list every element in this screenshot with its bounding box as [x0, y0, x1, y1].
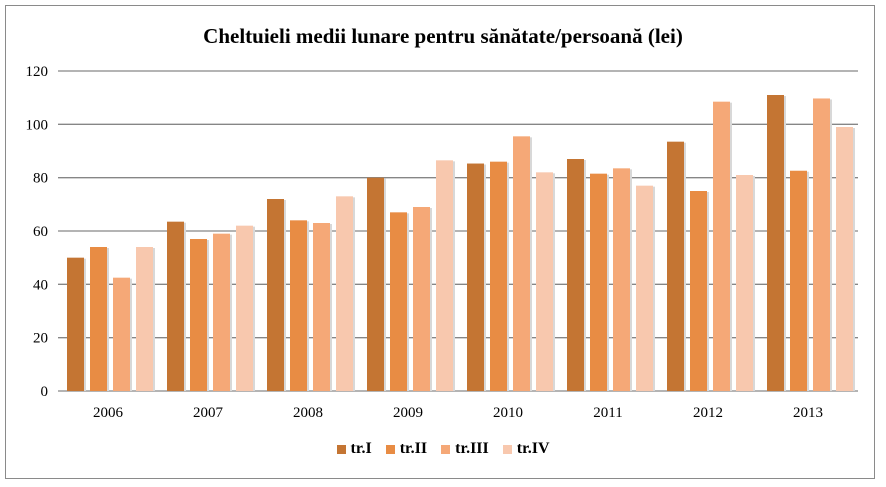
bar-tr.IV-2011	[636, 185, 653, 391]
legend-swatch	[502, 444, 512, 454]
bar-tr.III-2012	[713, 101, 730, 392]
legend-label: tr.I	[350, 440, 372, 457]
x-tick-label: 2007	[193, 405, 224, 421]
legend-swatch	[441, 444, 451, 454]
legend-swatch	[336, 444, 346, 454]
y-tick-label: 120	[26, 64, 49, 80]
bar-tr.III-2008	[313, 223, 330, 391]
bar-tr.IV-2007	[236, 225, 253, 391]
bar-tr.II-2011	[590, 173, 607, 391]
legend-label: tr.IV	[516, 440, 550, 457]
bar-tr.III-2009	[413, 207, 430, 391]
bar-tr.I-2010	[467, 163, 484, 391]
y-tick-label: 40	[33, 277, 48, 293]
bar-tr.IV-2006	[136, 247, 153, 391]
bar-tr.IV-2009	[436, 160, 453, 391]
x-tick-label: 2013	[793, 405, 823, 421]
legend-item: tr.I	[336, 440, 372, 458]
y-tick-label: 20	[33, 331, 48, 347]
bar-tr.I-2013	[767, 95, 784, 391]
bar-tr.I-2007	[167, 221, 184, 391]
bar-tr.IV-2008	[336, 196, 353, 391]
bar-tr.III-2010	[513, 136, 530, 391]
bar-tr.I-2012	[667, 141, 684, 391]
bar-tr.IV-2012	[736, 175, 753, 391]
y-tick-label: 0	[41, 384, 49, 400]
bar-tr.III-2007	[213, 233, 230, 391]
legend-label: tr.III	[455, 440, 489, 457]
chart-title: Cheltuieli medii lunare pentru sănătate/…	[203, 24, 683, 48]
legend-item: tr.III	[441, 440, 489, 458]
x-tick-label: 2008	[293, 405, 323, 421]
bar-tr.IV-2010	[536, 172, 553, 391]
legend-item: tr.II	[385, 440, 428, 458]
bar-tr.I-2009	[367, 177, 384, 391]
bar-tr.III-2013	[813, 98, 830, 391]
bar-tr.II-2008	[290, 220, 307, 391]
legend-label: tr.II	[399, 440, 428, 457]
bar-tr.III-2011	[613, 168, 630, 391]
y-tick-label: 60	[33, 224, 48, 240]
bar-tr.I-2011	[567, 159, 584, 391]
bar-tr.II-2010	[490, 161, 507, 391]
x-tick-label: 2011	[593, 405, 622, 421]
y-tick-label: 100	[26, 117, 49, 133]
bar-tr.II-2009	[390, 212, 407, 391]
bar-tr.II-2007	[190, 239, 207, 391]
x-tick-label: 2010	[493, 405, 523, 421]
bar-tr.III-2006	[113, 277, 130, 391]
legend-item: tr.IV	[502, 440, 550, 458]
y-tick-label: 80	[33, 171, 48, 187]
x-tick-label: 2006	[93, 405, 124, 421]
legend: tr.I tr.II tr.III tr.IV	[0, 440, 886, 458]
x-tick-label: 2012	[693, 405, 723, 421]
bar-tr.II-2012	[690, 191, 707, 391]
bar-tr.IV-2013	[836, 127, 853, 391]
bar-tr.I-2006	[67, 257, 84, 391]
x-tick-label: 2009	[393, 405, 423, 421]
bar-tr.I-2008	[267, 199, 284, 391]
bar-tr.II-2013	[790, 170, 807, 391]
bar-tr.II-2006	[90, 247, 107, 391]
chart-frame	[5, 5, 875, 479]
legend-swatch	[385, 444, 395, 454]
